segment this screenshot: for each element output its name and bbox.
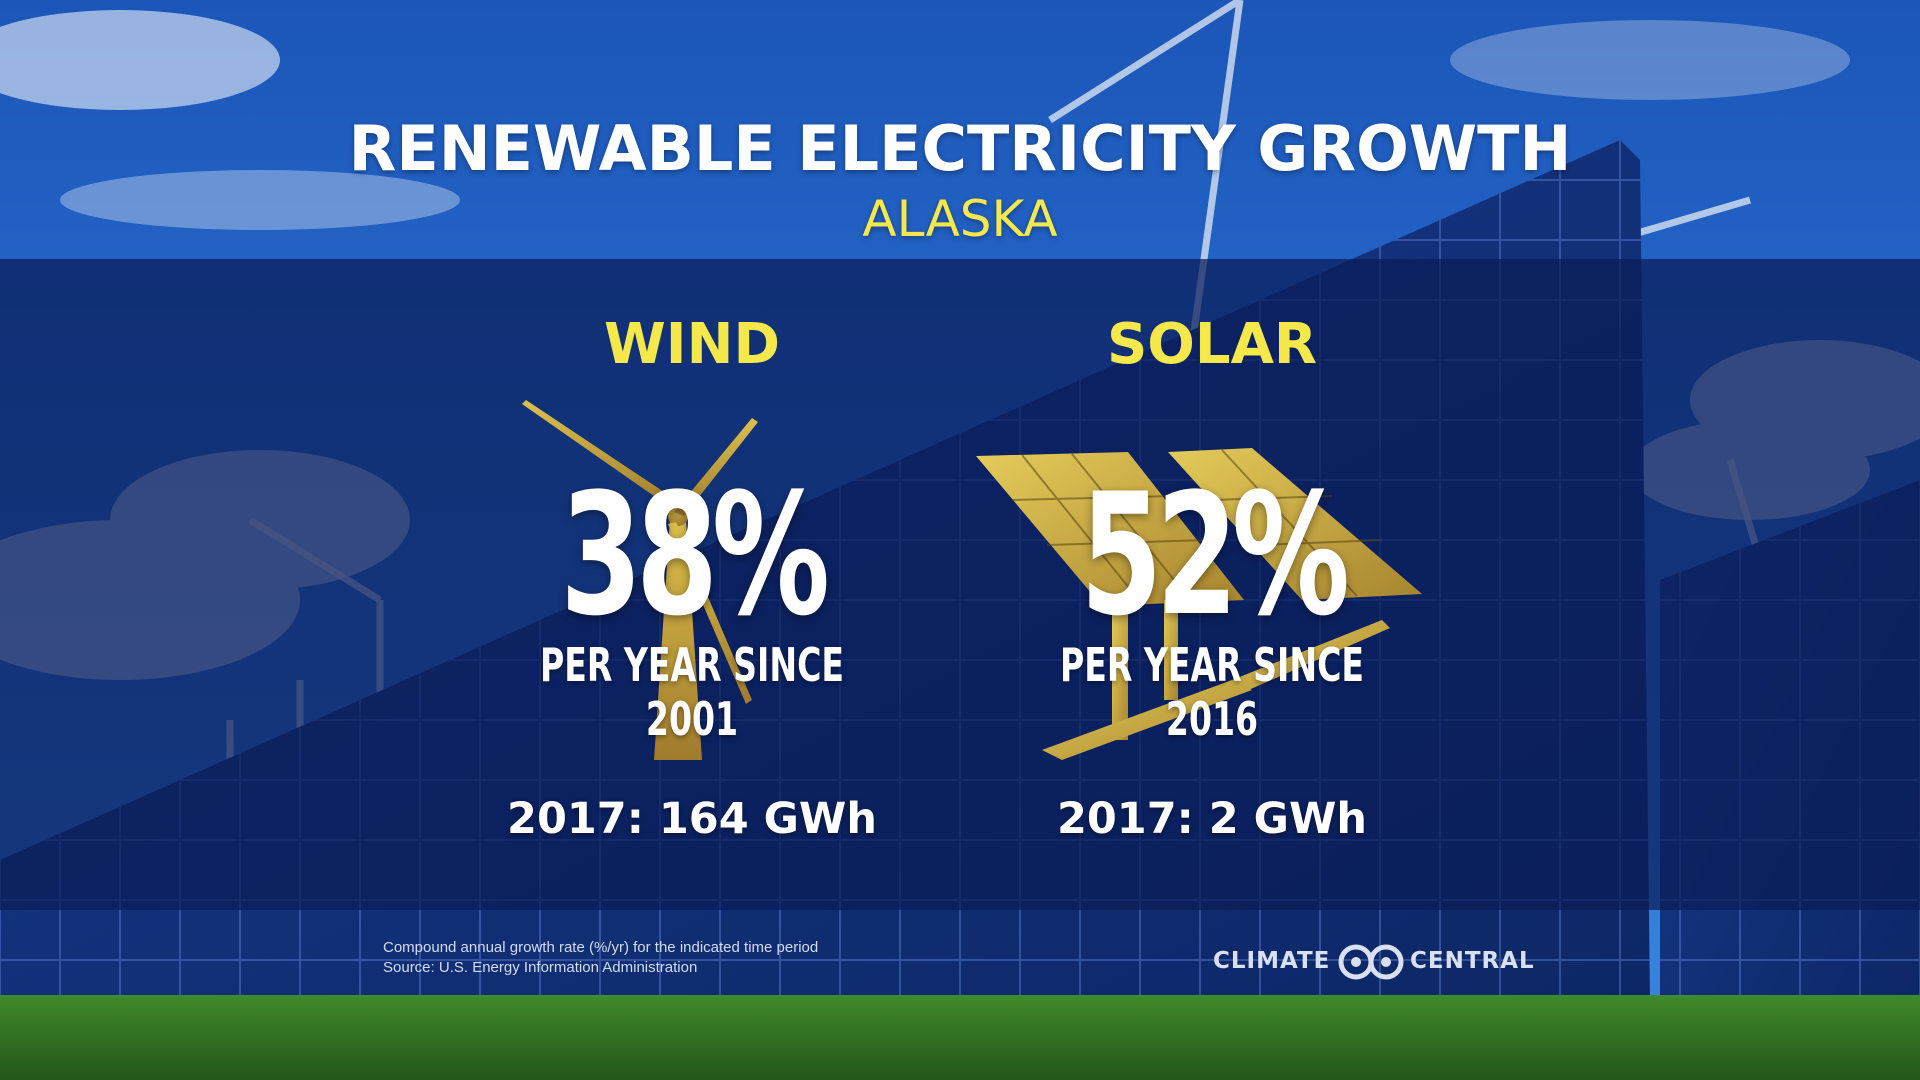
solar-heading: SOLAR [1106, 312, 1318, 377]
content-overlay-band [0, 259, 1920, 910]
wind-panel: WIND 38% PER YEAR SINCE 2001 2017: 164 G… [412, 300, 972, 880]
brand-word-left: CLIMATE [1213, 948, 1331, 974]
wind-heading: WIND [604, 312, 780, 377]
wind-growth-rate: 38% [560, 457, 830, 653]
wind-since-label: PER YEAR SINCE 2001 [539, 638, 845, 746]
source-footnote: Compound annual growth rate (%/yr) for t… [383, 938, 1003, 978]
solar-panel: SOLAR 52% PER YE [932, 300, 1492, 880]
page-subtitle: ALASKA [862, 190, 1058, 248]
footnote-line-source: Source: U.S. Energy Information Administ… [383, 959, 698, 976]
page-title: RENEWABLE ELECTRICITY GROWTH [348, 112, 1572, 185]
wind-generation: 2017: 164 GWh [507, 794, 877, 844]
solar-generation: 2017: 2 GWh [1056, 794, 1368, 844]
solar-panel-icon [976, 448, 1422, 760]
climate-central-logo: CLIMATE CENTRAL [1210, 938, 1540, 988]
wind-turbine-icon [522, 400, 758, 760]
linked-circles-icon [1338, 944, 1404, 980]
brand-word-right: CENTRAL [1410, 948, 1535, 974]
footnote-line-method: Compound annual growth rate (%/yr) for t… [383, 939, 819, 956]
solar-since-label: PER YEAR SINCE 2016 [1059, 638, 1365, 746]
solar-growth-rate: 52% [1080, 457, 1350, 653]
